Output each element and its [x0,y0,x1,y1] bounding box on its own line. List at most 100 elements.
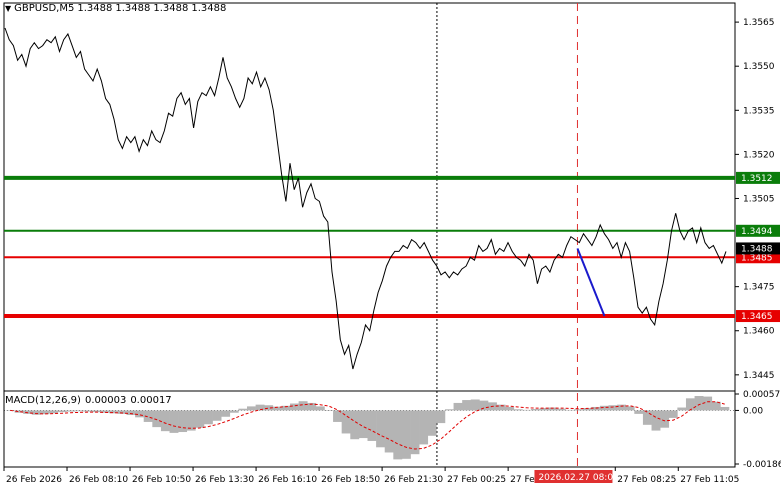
macd-histogram-bar [272,406,282,411]
macd-histogram-bar [169,410,179,433]
macd-histogram-bar [677,407,687,411]
macd-histogram-bar [444,409,454,411]
macd-histogram-bar [109,410,119,414]
macd-histogram-bar [668,410,678,418]
macd-histogram-bar [324,410,334,411]
price-axis-label: 1.3535 [743,106,775,116]
macd-indicator-label: MACD(12,26,9) 0.00003 0.00017 [5,395,172,406]
macd-histogram-bar [453,402,463,411]
macd-histogram-bar [565,409,575,411]
ohlc-high: 1.3488 [115,3,151,14]
price-axis-label: 1.3475 [743,283,775,293]
macd-histogram-bar [470,399,480,411]
macd-histogram-bar [367,410,377,441]
macd-histogram-bar [307,402,317,411]
current-price-tag [736,242,780,255]
macd-histogram-bar [625,406,635,411]
macd-histogram-bar [591,406,601,411]
macd-histogram-bar [401,410,411,459]
macd-histogram-bar [143,410,153,422]
macd-histogram-bar [40,410,50,415]
ohlc-close: 1.3488 [191,3,227,14]
macd-histogram-bar [238,408,248,411]
macd-histogram-bar [539,408,549,411]
macd-histogram-bar [642,410,652,425]
symbol-info: ▼ GBPUSD,M5 1.3488 1.3488 1.3488 1.3488 [5,3,226,14]
macd-pane-frame [3,390,736,468]
macd-histogram-bar [651,410,661,431]
macd-histogram-bar [290,403,299,411]
ohlc-low: 1.3488 [153,3,189,14]
crosshair-time-tag [534,470,613,483]
macd-main-value: 0.00003 [84,395,127,406]
price-axis-label: 1.3445 [743,371,775,381]
macd-axis-label: 0.00057 [743,390,780,400]
macd-histogram-bar [496,404,506,411]
level-price-label: 1.3512 [741,174,773,184]
macd-histogram-bar [126,410,136,416]
time-axis-label: 26 Feb 16:10 [258,475,317,485]
macd-histogram-bar [152,410,162,428]
macd-histogram-bar [203,410,213,425]
macd-histogram-bar [685,398,695,411]
current-price-label: 1.3488 [741,244,773,254]
time-axis-label: 26 Feb 21:30 [384,475,443,485]
macd-histogram-bar [703,396,713,411]
macd-histogram-bar [23,410,33,414]
macd-signal-value: 0.00017 [130,395,172,406]
time-axis-label: 26 Feb 18:50 [321,475,380,485]
level-price-tag [736,224,780,237]
time-axis-label: 26 Feb 13:30 [195,475,254,485]
macd-histogram-bar [66,410,76,412]
macd-histogram-bar [333,410,342,422]
macd-histogram-bar [410,410,420,455]
macd-histogram-bar [49,410,58,414]
macd-histogram-bar [74,410,84,412]
macd-histogram-bar [393,410,403,460]
macd-histogram-bar [522,409,532,411]
price-axis-label: 1.3565 [743,18,775,28]
macd-histogram-bar [350,410,360,440]
macd-histogram-bar [711,401,721,411]
macd-histogram-bar [341,410,351,434]
macd-histogram-bar [376,410,386,448]
macd-histogram-bar [178,410,188,433]
macd-histogram-bar [92,410,101,413]
macd-histogram-bar [221,410,231,417]
macd-histogram-bar [599,405,609,411]
macd-axis-label: 0.00 [743,406,763,416]
macd-histogram-bar [505,406,515,411]
macd-histogram-bar [195,410,205,428]
macd-histogram-bar [531,408,540,411]
macd-histogram-bar [479,400,489,411]
level-price-label: 1.3485 [741,253,773,263]
dropdown-triangle-icon[interactable]: ▼ [5,4,12,13]
price-pane-frame [3,2,736,392]
macd-histogram-bar [315,406,325,411]
macd-histogram-bar [212,410,222,421]
macd-histogram-bar [462,400,472,411]
price-axis-label: 1.3505 [743,194,775,204]
trend-arrow-line [576,248,606,317]
level-price-tag [736,171,780,184]
price-axis-label: 1.3520 [743,150,775,160]
macd-histogram-bar [419,410,429,445]
ohlc-open: 1.3488 [77,3,113,14]
time-axis-label: 26 Feb 08:10 [69,475,128,485]
level-price-label: 1.3494 [741,227,773,237]
price-axis-label: 1.3550 [743,62,775,72]
macd-name: MACD(12,26,9) [5,395,81,406]
macd-histogram-bar [160,410,170,432]
time-axis-label: 26 Feb 2026 [6,475,62,485]
macd-histogram-bar [582,408,592,411]
macd-histogram-bar [14,410,24,413]
macd-histogram-bar [556,408,566,411]
macd-axis-label: -0.00186 [743,460,781,470]
macd-histogram-bar [31,410,41,415]
macd-histogram-bar [574,409,583,411]
macd-histogram-bar [255,404,265,411]
macd-histogram-bar [100,410,110,413]
macd-histogram-bar [617,404,627,411]
